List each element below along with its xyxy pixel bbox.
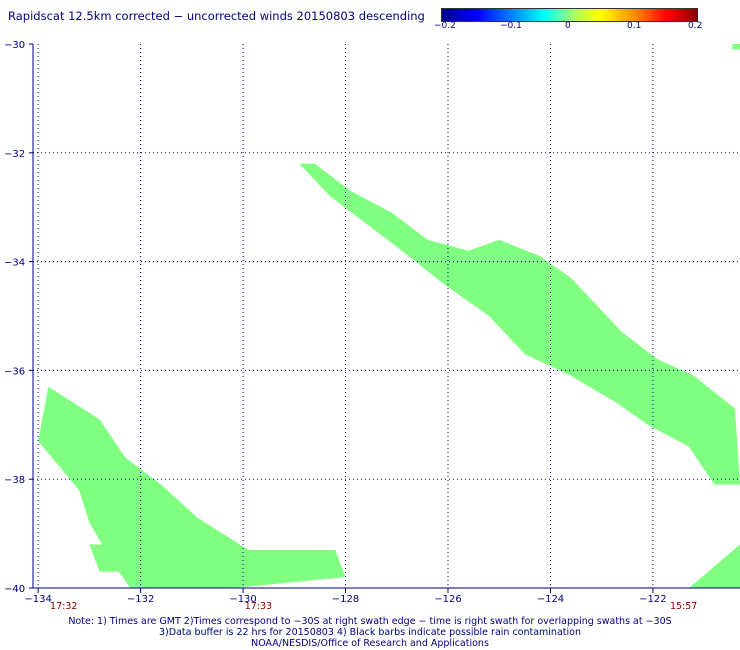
x-tick-label: −122 (639, 594, 666, 605)
x-tick-label: −132 (127, 594, 154, 605)
note-line: NOAA/NESDIS/Office of Research and Appli… (251, 638, 489, 649)
colorbar-tick: 0.1 (627, 21, 642, 31)
note-line: Note: 1) Times are GMT 2)Times correspon… (68, 616, 672, 627)
y-tick-label: −30 (4, 40, 25, 51)
time-label: 17:33 (245, 601, 272, 612)
swath-east (299, 163, 740, 485)
colorbar (441, 8, 698, 22)
swath-west-fragment (89, 544, 126, 572)
y-tick-label: −36 (4, 366, 25, 377)
footnotes: Note: 1) Times are GMT 2)Times correspon… (0, 616, 740, 649)
y-tick-label: −40 (4, 584, 25, 595)
y-tick-label: −34 (4, 258, 25, 269)
colorbar-tick: −0.1 (500, 21, 522, 31)
x-tick-label: −128 (332, 594, 359, 605)
x-tick-label: −130 (229, 594, 256, 605)
y-tick-label: −32 (4, 149, 25, 160)
colorbar-tick: 0 (565, 21, 571, 31)
x-tick-label: −124 (537, 594, 564, 605)
swath-northeast-corner (732, 44, 740, 50)
colorbar-tick: 0.2 (688, 21, 703, 31)
map-title: Rapidscat 12.5km corrected − uncorrected… (8, 9, 425, 23)
time-label: 17:32 (50, 601, 77, 612)
time-label: 15:57 (670, 601, 697, 612)
swath-west (38, 386, 346, 588)
x-tick-label: −126 (434, 594, 461, 605)
y-tick-label: −38 (4, 475, 25, 486)
x-tick-label: −134 (24, 594, 51, 605)
note-line: 3)Data buffer is 22 hrs for 20150803 4) … (159, 627, 581, 638)
colorbar-tick: −0.2 (434, 21, 456, 31)
swath-southeast-corner (688, 544, 740, 588)
